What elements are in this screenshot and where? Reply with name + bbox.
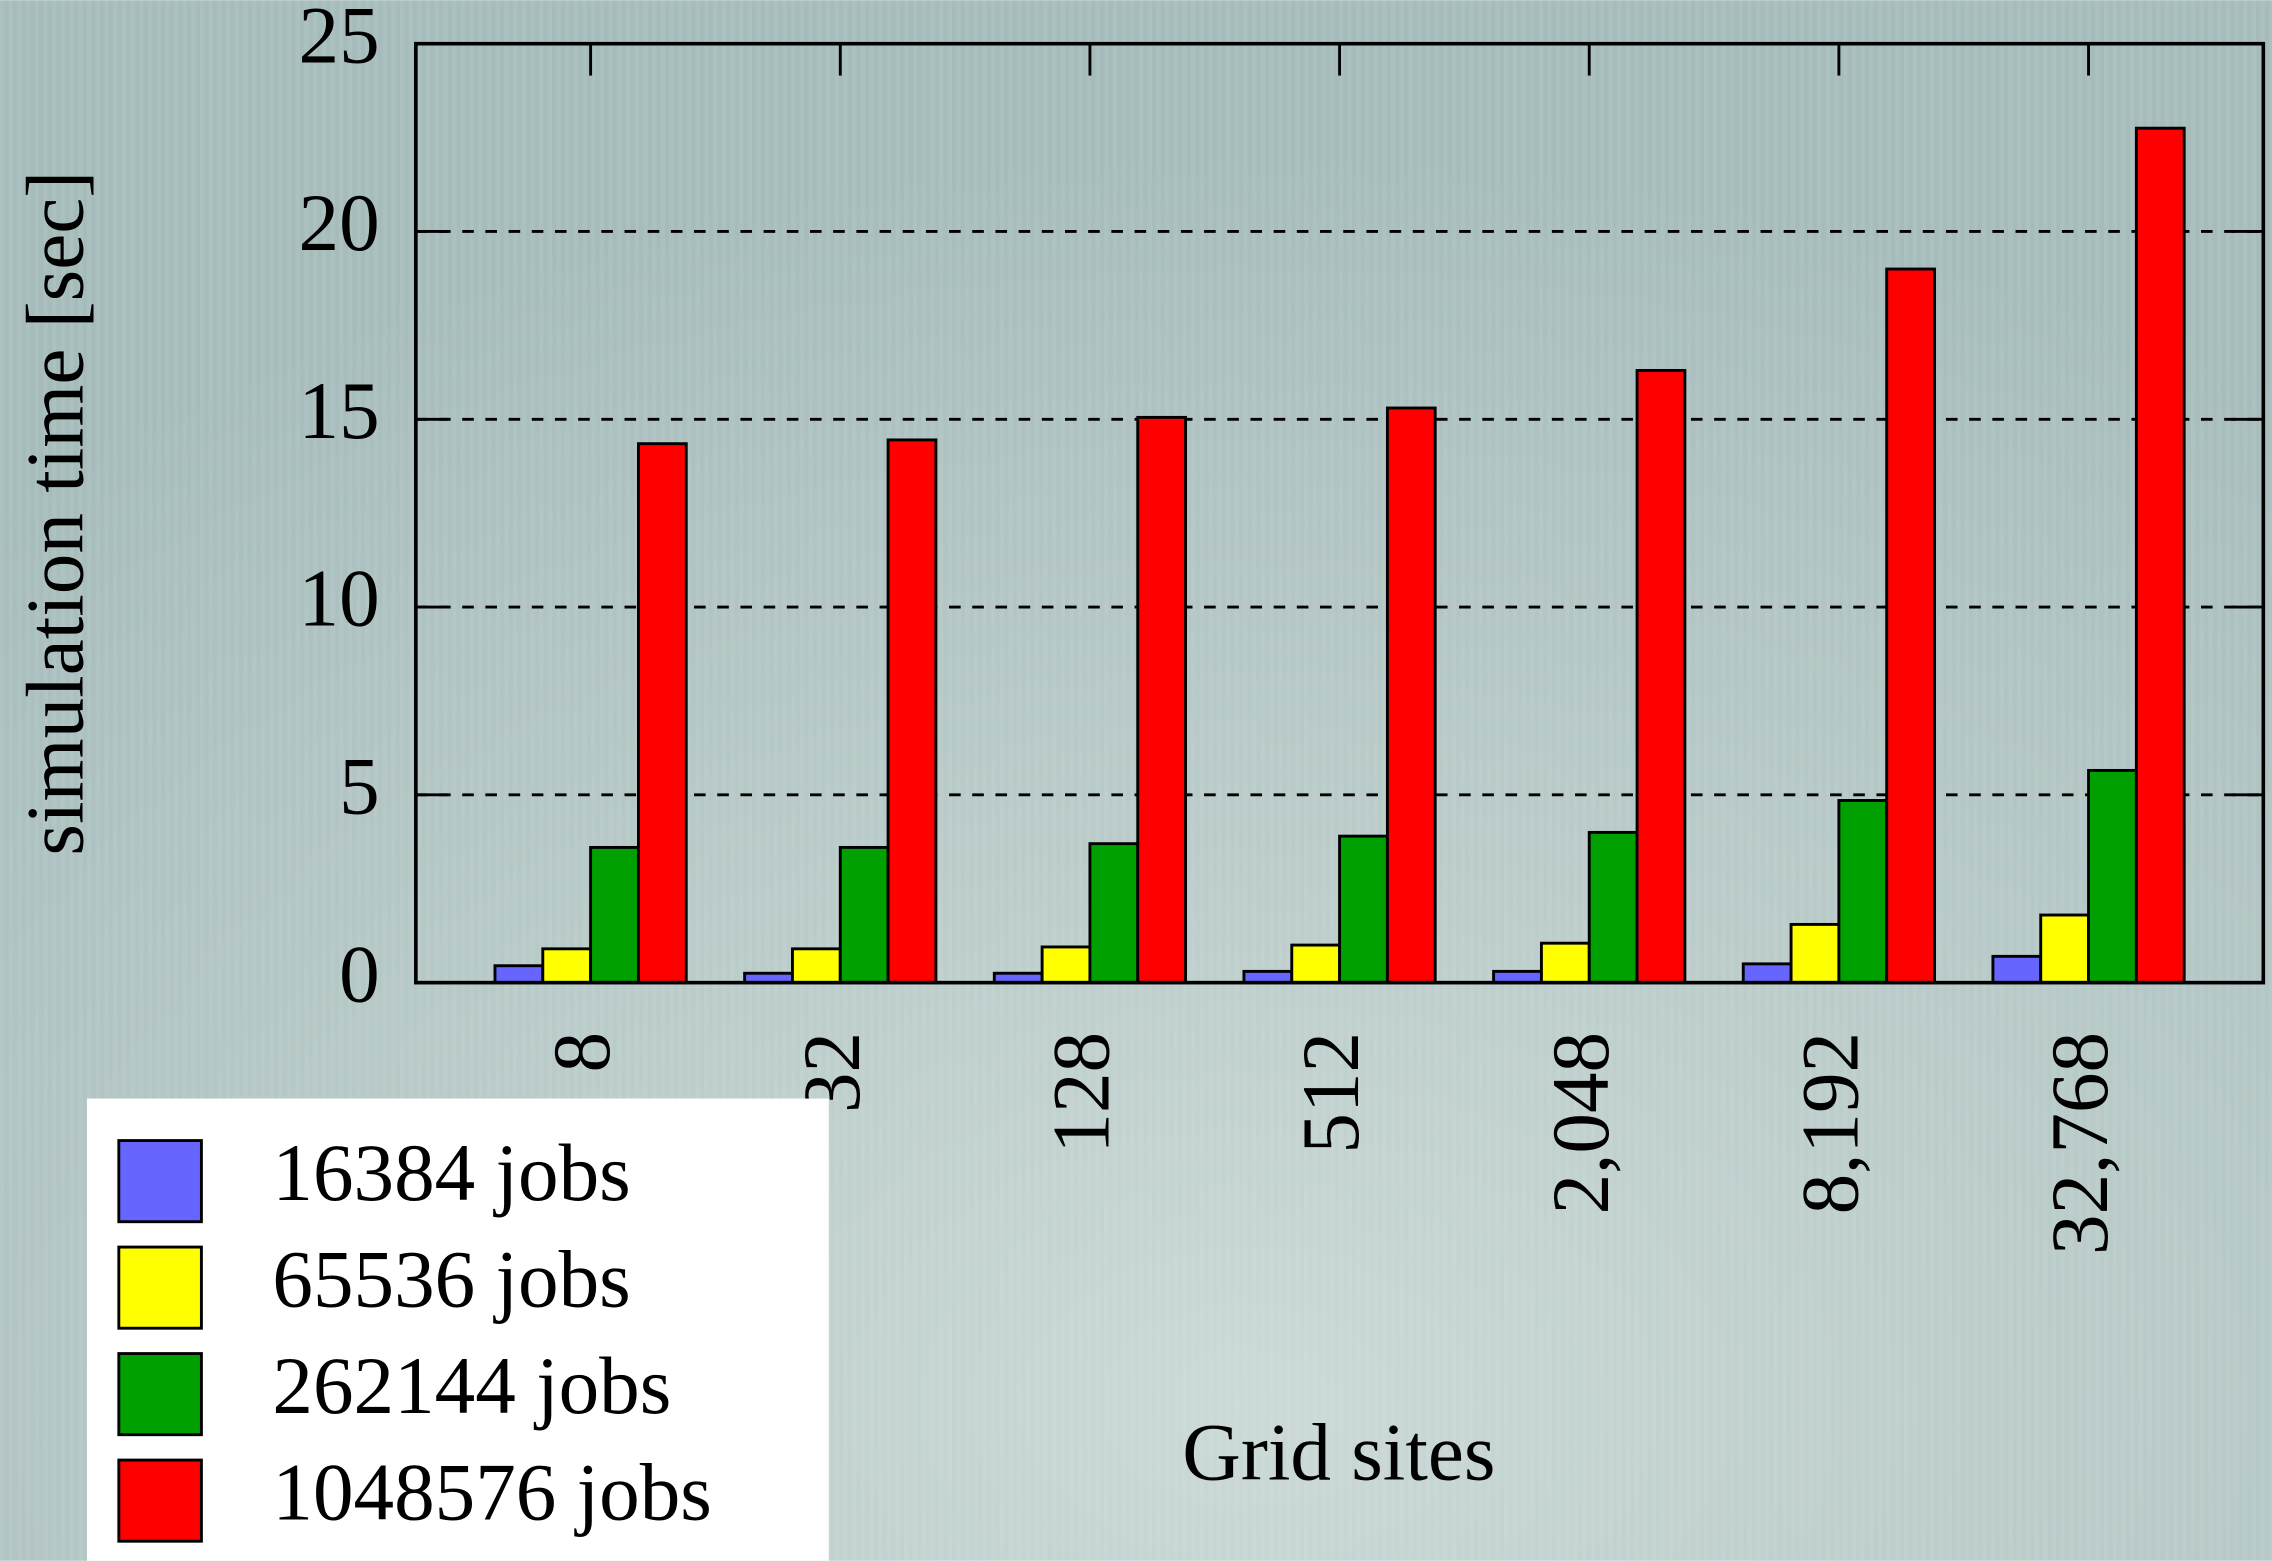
bar (1136, 415, 1188, 985)
x-tick-label: 2,048 (1536, 1032, 1626, 1215)
x-tick-label: 512 (1286, 1032, 1376, 1154)
bar (493, 964, 545, 985)
y-axis-title: simulation time [sec] (10, 171, 100, 856)
legend-box (86, 1098, 829, 1561)
y-tick-label: 0 (339, 929, 380, 1019)
y-tick-label: 10 (299, 554, 380, 644)
bar (1539, 941, 1591, 985)
bar (1635, 368, 1687, 985)
bar (1885, 267, 1936, 985)
bar (2039, 913, 2090, 985)
legend-swatch (117, 1139, 203, 1224)
x-tick-label: 8,192 (1786, 1032, 1876, 1215)
legend-swatch (117, 1245, 203, 1330)
x-tick-label: 128 (1037, 1032, 1127, 1154)
legend-label: 65536 jobs (272, 1234, 630, 1324)
legend-label: 16384 jobs (272, 1128, 630, 1218)
bar (636, 442, 688, 985)
bar (1741, 962, 1793, 985)
legend-label: 1048576 jobs (272, 1447, 711, 1537)
bar (1290, 943, 1342, 985)
bar (589, 845, 640, 985)
bar (2087, 768, 2138, 985)
bar (1040, 945, 1092, 985)
bar (541, 947, 593, 985)
y-tick-label: 5 (339, 741, 380, 831)
y-tick-label: 25 (299, 0, 380, 80)
bar (1991, 954, 2043, 985)
bar (2134, 126, 2186, 985)
y-tick-label: 15 (299, 366, 380, 456)
bar (791, 947, 842, 985)
bar (1789, 922, 1841, 985)
x-tick-label: 32,768 (2035, 1032, 2125, 1255)
y-tick-label: 20 (299, 178, 380, 268)
bar (1385, 406, 1437, 985)
plot-frame (414, 41, 2266, 985)
bar (1837, 799, 1889, 985)
bar (1088, 842, 1140, 985)
bar (838, 845, 890, 985)
legend-swatch (117, 1352, 203, 1437)
legend-swatch (117, 1458, 203, 1543)
bar (1587, 830, 1639, 985)
x-axis-title: Grid sites (1182, 1407, 1495, 1497)
legend-label: 262144 jobs (272, 1341, 671, 1431)
bar (1338, 834, 1389, 985)
bar (886, 438, 938, 985)
x-tick-label: 8 (537, 1032, 627, 1073)
